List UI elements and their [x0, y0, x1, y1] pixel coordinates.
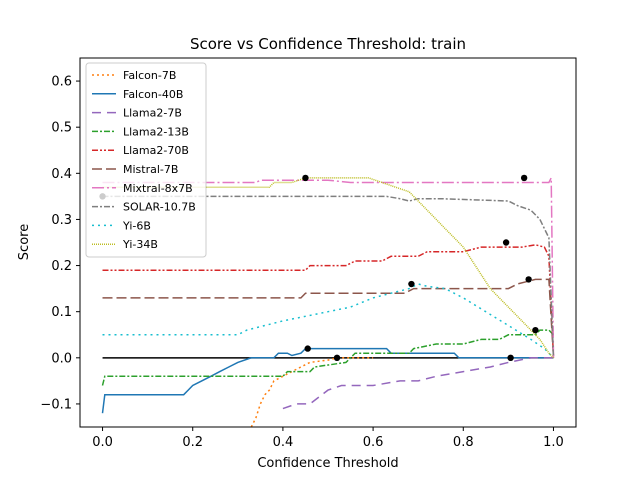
series-line-mixtral-8x7b — [102, 177, 555, 358]
marker-mistral-7b — [525, 276, 532, 283]
series-line-llama2-13b — [101, 329, 555, 386]
legend-box — [85, 62, 207, 258]
legend-label-llama2-70b: Llama2-70B — [123, 144, 189, 157]
y-tick-label: 0.2 — [51, 259, 72, 274]
series-line-falcon-40b — [101, 347, 554, 414]
x-tick-label: 0.8 — [453, 435, 474, 450]
chart-title: Score vs Confidence Threshold: train — [190, 35, 466, 53]
legend-label-falcon-7b: Falcon-7B — [123, 69, 176, 82]
y-tick-label: 0.5 — [51, 121, 72, 136]
plot-layer — [99, 174, 555, 427]
y-tick-label: 0.1 — [51, 305, 72, 320]
x-tick-label: 1.0 — [543, 435, 564, 450]
series-line-llama2-7b — [282, 357, 554, 410]
x-tick-label: 0.2 — [182, 435, 203, 450]
y-axis-label: Score — [17, 224, 32, 260]
y-tick-label: 0.4 — [51, 167, 72, 182]
axis-ticks: 0.0 0.2 0.4 0.6 0.8 1.0 −0.1 0.0 0.1 0.2 0.3 0.4 0.5… — [40, 75, 563, 450]
x-tick-label: 0.4 — [273, 435, 294, 450]
y-tick-label: −0.1 — [40, 397, 72, 412]
y-tick-label: 0.0 — [51, 351, 72, 366]
x-tick-label: 0.0 — [92, 435, 113, 450]
series-line-llama2-70b — [102, 244, 555, 358]
marker-llama2-7b — [507, 354, 514, 362]
legend-label-llama2-13b: Llama2-13B — [123, 125, 189, 138]
marker-yi-34b — [302, 174, 309, 182]
legend-label-mixtral-8x7b: Mixtral-8x7B — [123, 182, 193, 195]
legend-label-yi-6b: Yi-6B — [122, 219, 151, 232]
y-tick-label: 0.3 — [51, 213, 72, 228]
legend-label-falcon-40b: Falcon-40B — [123, 88, 183, 101]
x-tick-label: 0.6 — [363, 435, 384, 450]
legend-label-solar-10-7b: SOLAR-10.7B — [123, 201, 196, 214]
plot-frame — [79, 57, 577, 428]
marker-llama2-13b — [532, 326, 539, 334]
marker-llama2-70b — [502, 239, 510, 246]
marker-falcon-40b — [304, 345, 311, 352]
series-line-solar-10-7b — [102, 195, 555, 358]
legend-label-mistral-7b: Mistral-7B — [123, 163, 178, 176]
legend: Falcon-7B Falcon-40B Llama2-7B Llama2-13B Ll… — [85, 62, 207, 258]
series-line-mistral-7b — [102, 278, 555, 358]
marker-mixtral-8x7b — [520, 174, 528, 182]
y-tick-label: 0.6 — [51, 75, 72, 90]
legend-label-yi-34b: Yi-34B — [122, 238, 158, 251]
x-axis-label: Confidence Threshold — [257, 456, 398, 471]
series-line-falcon-7b — [250, 357, 374, 427]
legend-label-llama2-7b: Llama2-7B — [123, 107, 182, 120]
marker-yi-6b — [408, 280, 415, 288]
marker-falcon-7b — [333, 354, 341, 362]
series-line-yi-6b — [102, 283, 555, 359]
